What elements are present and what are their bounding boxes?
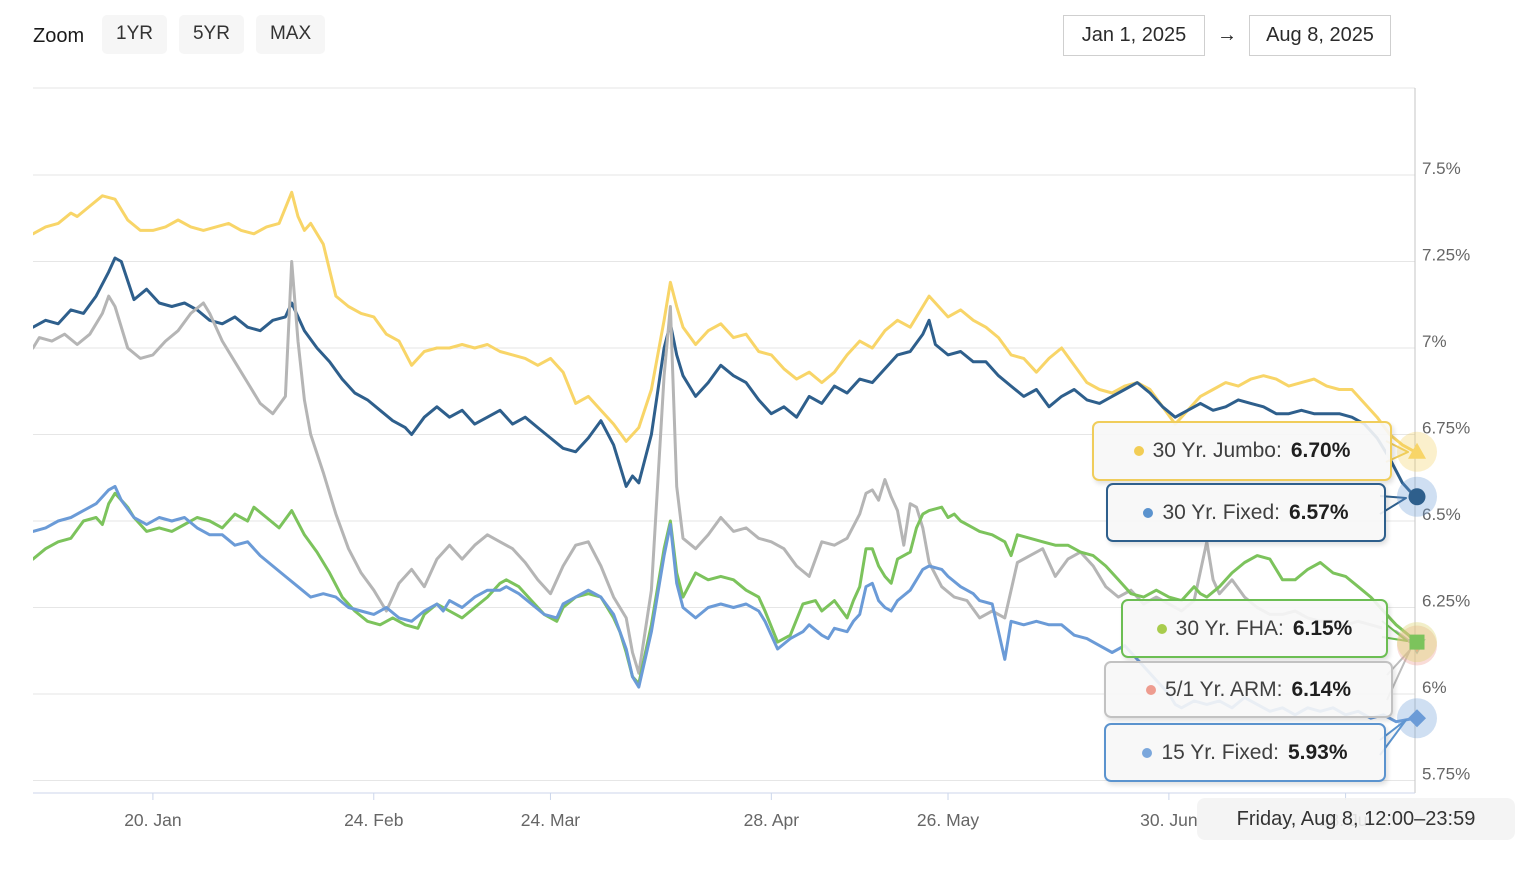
zoom-1yr-button[interactable]: 1YR [102,15,167,54]
svg-text:28. Apr: 28. Apr [744,810,800,830]
svg-text:6.75%: 6.75% [1422,419,1470,438]
tooltip-value: 6.15% [1292,616,1353,640]
tooltip-15yr-fixed: 15 Yr. Fixed: 5.93% [1104,723,1386,782]
tooltip-value: 6.57% [1288,500,1349,524]
svg-text:24. Feb: 24. Feb [344,810,403,830]
date-hover-tooltip: Friday, Aug 8, 12:00–23:59 [1197,798,1515,840]
zoom-max-button[interactable]: MAX [255,15,326,54]
fixed-series-dot-icon [1143,507,1154,518]
svg-text:7.5%: 7.5% [1422,159,1461,178]
tooltip-label: 30 Yr. FHA: [1175,616,1284,640]
svg-text:26. May: 26. May [917,810,979,830]
date-range-controls: Jan 1, 2025 → Aug 8, 2025 [1063,15,1391,56]
date-to-input[interactable]: Aug 8, 2025 [1249,15,1391,56]
date-range-arrow-icon: → [1217,24,1237,46]
arm-series-dot-icon [1145,684,1156,695]
jumbo-series-dot-icon [1133,446,1144,456]
zoom-label: Zoom [33,25,85,47]
tooltip-label: 30 Yr. Jumbo: [1152,439,1282,462]
svg-text:7.25%: 7.25% [1422,246,1470,265]
tooltip-30yr-jumbo: 30 Yr. Jumbo: 6.70% [1092,421,1392,481]
tooltip-label: 5/1 Yr. ARM: [1164,677,1283,701]
tooltip-label: 30 Yr. Fixed: [1162,500,1280,524]
tooltip-value: 6.70% [1290,439,1351,462]
svg-text:24. Mar: 24. Mar [521,810,580,830]
tooltip-value: 5.93% [1287,740,1348,764]
svg-text:30. Jun: 30. Jun [1140,810,1197,830]
svg-text:7%: 7% [1422,332,1447,351]
svg-text:20. Jan: 20. Jan [124,810,181,830]
svg-text:5.75%: 5.75% [1422,765,1470,784]
zoom-5yr-button[interactable]: 5YR [178,15,244,54]
fha-series-dot-icon [1156,623,1167,634]
svg-text:6%: 6% [1422,678,1447,697]
tooltip-30yr-fixed: 30 Yr. Fixed: 6.57% [1106,483,1386,542]
fifteen-series-dot-icon [1142,747,1153,758]
zoom-button-group: 1YR 5YR MAX [102,15,326,54]
svg-text:6.25%: 6.25% [1422,592,1470,611]
tooltip-label: 15 Yr. Fixed: [1161,740,1279,764]
svg-text:6.5%: 6.5% [1422,505,1461,524]
date-from-input[interactable]: Jan 1, 2025 [1063,15,1205,56]
tooltip-51yr-arm: 5/1 Yr. ARM: 6.14% [1104,661,1393,718]
tooltip-value: 6.14% [1291,677,1352,701]
tooltip-30yr-fha: 30 Yr. FHA: 6.15% [1121,599,1388,658]
